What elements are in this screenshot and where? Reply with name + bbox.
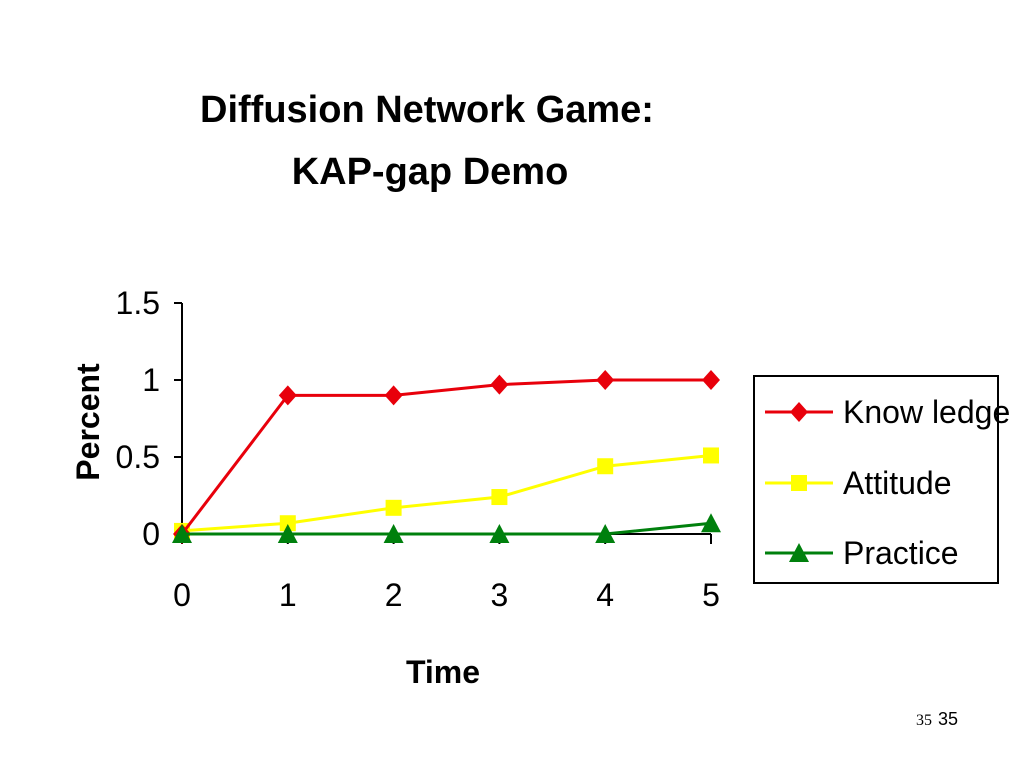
data-point-practice — [595, 524, 616, 543]
data-point-attitude — [279, 515, 296, 532]
page-number-small: 35 — [916, 712, 932, 729]
series-line-attitude — [181, 453, 712, 533]
y-tick-label: 1 — [142, 362, 160, 398]
x-tick-label: 5 — [702, 577, 720, 613]
series-attitude — [174, 447, 719, 539]
series-line-practice — [182, 521, 712, 536]
series-line-knowledge — [180, 378, 711, 535]
data-point-knowledge — [384, 385, 403, 406]
data-point-knowledge — [702, 370, 720, 390]
series-knowledge — [173, 370, 720, 544]
data-point-practice — [383, 524, 404, 543]
axes — [174, 302, 712, 544]
legend-label-knowledge: Know ledge — [843, 394, 1010, 430]
page-number: 35 — [938, 709, 958, 729]
data-point-attitude — [491, 489, 508, 506]
data-point-knowledge — [490, 374, 509, 395]
legend-label-attitude: Attitude — [843, 465, 952, 501]
y-tick-label: 0 — [142, 516, 160, 552]
data-point-practice — [277, 524, 298, 543]
chart-title-line-1: Diffusion Network Game: — [200, 89, 654, 131]
x-tick-label: 0 — [173, 577, 191, 613]
data-point-knowledge — [596, 370, 615, 390]
y-tick-label: 0.5 — [116, 439, 160, 475]
y-tick-labels: 0 0.5 1 1.5 — [116, 285, 160, 552]
x-tick-label: 2 — [385, 577, 403, 613]
data-point-practice — [489, 524, 510, 543]
data-point-attitude — [597, 458, 614, 475]
legend-marker-knowledge — [790, 402, 808, 422]
chart-title-line-2: KAP-gap Demo — [292, 151, 569, 193]
data-point-knowledge — [278, 385, 297, 406]
data-point-attitude — [385, 499, 402, 516]
x-tick-label: 4 — [596, 577, 614, 613]
x-tick-label: 3 — [491, 577, 509, 613]
legend-marker-practice — [789, 543, 809, 562]
x-axis-label: Time — [406, 654, 480, 690]
legend-marker-attitude — [791, 475, 807, 491]
data-point-practice — [172, 524, 192, 543]
x-tick-label: 1 — [279, 577, 297, 613]
series-practice — [172, 513, 721, 543]
series-layer — [172, 370, 721, 544]
data-point-attitude — [703, 447, 719, 464]
y-tick-label: 1.5 — [116, 285, 160, 321]
y-axis-label: Percent — [70, 363, 106, 481]
legend-label-practice: Practice — [843, 535, 959, 571]
data-point-practice — [701, 513, 721, 533]
x-tick-labels: 0 1 2 3 4 5 — [173, 577, 720, 613]
legend: Know ledge Attitude Practice — [753, 375, 1010, 584]
